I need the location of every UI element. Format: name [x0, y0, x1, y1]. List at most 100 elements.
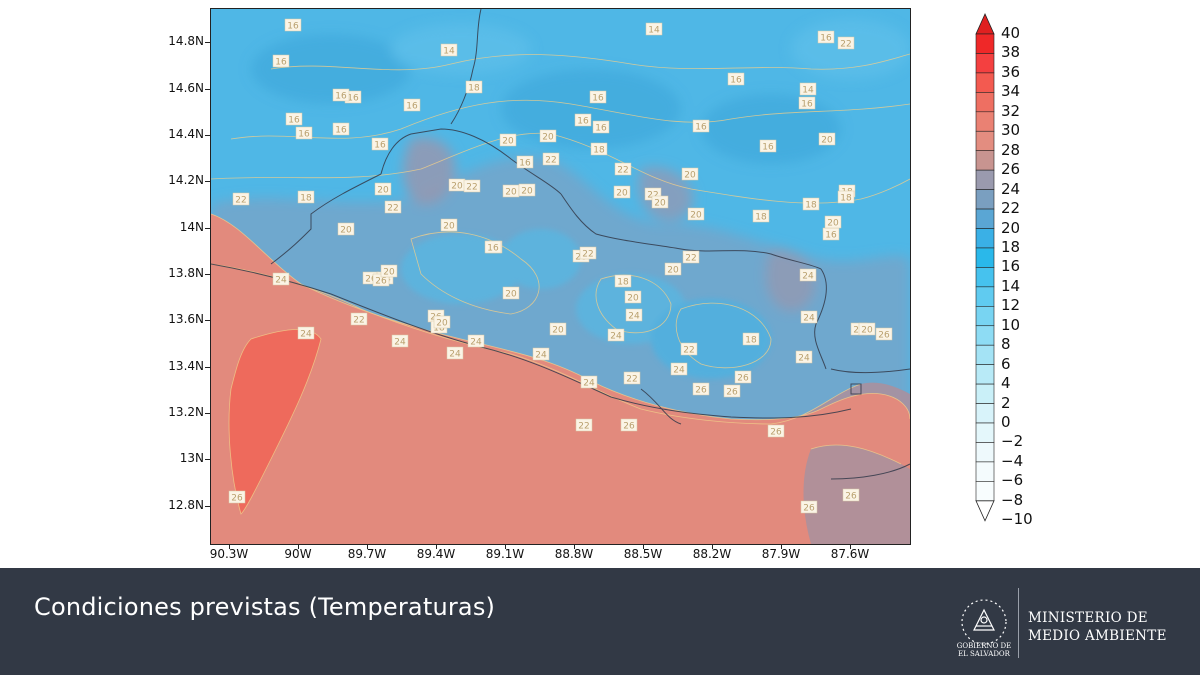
station-value: 26 [723, 384, 741, 398]
station-value: 16 [759, 139, 777, 153]
station-value: 22 [575, 418, 593, 432]
station-value: 20 [380, 264, 398, 278]
longitude-label: 89.7W [347, 547, 387, 561]
station-value-text: 16 [374, 141, 386, 151]
station-value-text: 22 [685, 254, 696, 264]
station-value: 20 [518, 183, 536, 197]
latitude-label: 14.2N [168, 173, 204, 187]
station-value: 22 [579, 246, 597, 260]
station-value: 24 [446, 346, 464, 360]
station-value-text: 22 [617, 166, 628, 176]
station-value: 16 [692, 119, 710, 133]
station-value: 16 [727, 72, 745, 86]
colorbar-swatch [975, 247, 995, 268]
station-value-text: 26 [726, 388, 738, 398]
station-value-text: 16 [577, 117, 589, 127]
longitude-label: 88.5W [623, 547, 663, 561]
station-value-text: 20 [627, 294, 639, 304]
station-value: 20 [687, 207, 705, 221]
colorbar-label: −4 [1001, 451, 1024, 470]
station-value-text: 26 [878, 331, 890, 341]
station-value: 16 [817, 30, 835, 44]
station-value: 18 [742, 332, 760, 346]
government-label: GOBIERNO DE EL SALVADOR [950, 642, 1018, 658]
station-value-text: 22 [545, 156, 556, 166]
colorbar-label: −8 [1001, 490, 1024, 509]
station-value-text: 20 [821, 136, 833, 146]
station-value-text: 20 [827, 219, 839, 229]
station-value: 26 [228, 490, 246, 504]
latitude-tick [205, 89, 210, 90]
colorbar-label: 18 [1001, 237, 1021, 256]
station-value-text: 22 [840, 40, 851, 50]
longitude-label: 90W [284, 547, 312, 561]
latitude-label: 13.2N [168, 405, 204, 419]
colorbar-swatch [975, 169, 995, 190]
longitude-tick [850, 545, 851, 549]
station-value-text: 20 [684, 171, 696, 181]
station-value-text: 22 [353, 316, 364, 326]
colorbar-swatch [975, 344, 995, 365]
station-value: 14 [799, 82, 817, 96]
station-value-text: 20 [436, 319, 448, 329]
colorbar-label: 24 [1001, 179, 1021, 198]
temperature-map: 16 16 14 14 16 16 16 16 16 20 22 18 18 16 14 16 16 16 16 16… [210, 8, 911, 545]
station-value-text: 16 [801, 100, 813, 110]
longitude-tick [781, 545, 782, 549]
station-value-text: 16 [695, 123, 707, 133]
colorbar-label: 36 [1001, 62, 1021, 81]
station-value: 24 [625, 308, 643, 322]
station-value: 24 [297, 326, 315, 340]
station-value-text: 20 [654, 199, 666, 209]
station-value: 26 [692, 382, 710, 396]
station-value: 24 [467, 334, 485, 348]
station-value-text: 22 [466, 183, 477, 193]
station-value-text: 20 [502, 137, 514, 147]
colorbar-label: 34 [1001, 82, 1021, 101]
latitude-tick [205, 274, 210, 275]
latitude-label: 13.8N [168, 266, 204, 280]
station-value-text: 26 [845, 492, 857, 502]
longitude-label: 87.6W [830, 547, 870, 561]
station-value-text: 20 [690, 211, 702, 221]
station-value: 24 [607, 328, 625, 342]
colorbar-label: 32 [1001, 101, 1021, 120]
station-value-text: 16 [730, 76, 742, 86]
station-value-text: 16 [487, 244, 499, 254]
station-value-text: 22 [582, 250, 593, 260]
longitude-label: 89.1W [485, 547, 525, 561]
latitude-tick [205, 413, 210, 414]
station-value-text: 18 [300, 194, 312, 204]
government-label-line2: EL SALVADOR [958, 650, 1010, 658]
station-value: 16 [285, 112, 303, 126]
longitude-tick [574, 545, 575, 549]
slide-caption: Condiciones previstas (Temperaturas) [34, 593, 496, 621]
station-value: 22 [350, 312, 368, 326]
station-value-text: 22 [683, 346, 694, 356]
colorbar-swatch [975, 305, 995, 327]
station-value-text: 20 [667, 266, 679, 276]
station-value: 24 [799, 268, 817, 282]
station-value-text: 24 [803, 314, 815, 324]
longitude-label: 89.4W [416, 547, 456, 561]
station-value-text: 20 [340, 226, 352, 236]
colorbar-label: 12 [1001, 296, 1021, 315]
station-value: 20 [858, 322, 876, 336]
station-value-text: 20 [552, 326, 564, 336]
longitude-tick [298, 545, 299, 549]
station-value-text: 24 [449, 350, 461, 360]
station-value-text: 20 [451, 182, 463, 192]
station-value-text: 18 [593, 146, 605, 156]
station-value-text: 20 [377, 186, 389, 196]
station-value-text: 16 [825, 231, 837, 241]
colorbar-label: 22 [1001, 199, 1021, 218]
station-value-text: 16 [287, 22, 299, 32]
colorbar-max-arrow [975, 13, 995, 35]
ministry-line1: MINISTERIO DE [1028, 610, 1148, 626]
longitude-tick [436, 545, 437, 549]
colorbar-swatch [975, 111, 995, 132]
station-value: 16 [403, 98, 421, 112]
station-value: 18 [802, 197, 820, 211]
